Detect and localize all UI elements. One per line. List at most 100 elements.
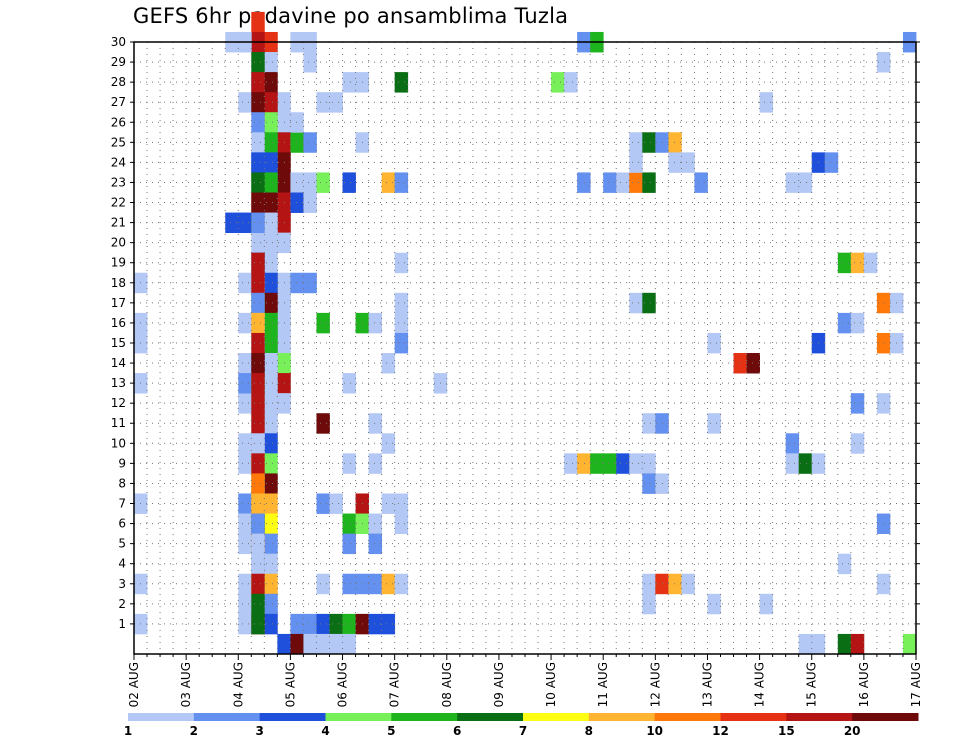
y-tick-label: 17 xyxy=(111,296,126,310)
heatmap-cell xyxy=(238,92,252,113)
heatmap-cell xyxy=(251,92,265,113)
heatmap-cell xyxy=(629,172,643,193)
heatmap-cell xyxy=(264,553,278,575)
legend-label: 15 xyxy=(778,724,795,738)
heatmap-cell xyxy=(368,613,383,635)
heatmap-cell xyxy=(264,473,278,494)
y-tick-label: 12 xyxy=(111,396,126,410)
heatmap-cell xyxy=(303,272,317,294)
legend-swatch xyxy=(588,713,656,721)
legend: 1 2 3 4 5 6 7 8 10 12 15 20 xyxy=(124,713,919,738)
heatmap-cell xyxy=(798,172,813,193)
heatmap-cell xyxy=(264,493,278,514)
legend-swatch xyxy=(193,713,261,721)
legend-swatch xyxy=(786,713,853,721)
heatmap-cell xyxy=(368,312,383,334)
heatmap-cell xyxy=(381,353,396,374)
heatmap-cell xyxy=(394,573,409,595)
heatmap-cell xyxy=(837,252,852,274)
heatmap-cell xyxy=(394,292,409,314)
heatmap-cell xyxy=(238,593,252,615)
heatmap-cell xyxy=(603,172,617,193)
heatmap-cell xyxy=(551,72,565,93)
heatmap-cell xyxy=(251,393,265,414)
y-tick-label: 28 xyxy=(111,75,126,89)
heatmap-cell xyxy=(251,192,265,213)
heatmap-cell xyxy=(251,152,265,173)
heatmap-cell xyxy=(264,573,278,595)
heatmap-cell xyxy=(251,292,265,314)
x-tick-label: 13 AUG xyxy=(700,662,714,707)
heatmap-cell xyxy=(642,132,656,153)
heatmap-cell xyxy=(290,633,304,655)
heatmap-cell xyxy=(368,453,383,474)
heatmap-cell xyxy=(251,453,265,474)
heatmap-cell xyxy=(251,332,265,354)
heatmap-cell xyxy=(290,192,304,213)
heatmap-cell xyxy=(564,72,578,93)
heatmap-cell xyxy=(798,453,813,474)
heatmap-cell xyxy=(251,493,265,514)
heatmap-cell xyxy=(837,633,852,655)
heatmap-cell xyxy=(264,232,278,254)
heatmap-cell xyxy=(264,533,278,555)
heatmap-cell xyxy=(759,92,774,113)
heatmap-cell xyxy=(251,593,265,615)
x-tick-label: 04 AUG xyxy=(231,662,245,707)
heatmap-cell xyxy=(668,573,682,595)
heatmap-cell xyxy=(342,533,356,555)
legend-swatch xyxy=(720,713,787,721)
heatmap-cell xyxy=(368,533,383,555)
heatmap-cell xyxy=(394,72,409,93)
legend-label: 4 xyxy=(321,724,329,738)
heatmap-cell xyxy=(850,312,865,334)
heatmap-cell xyxy=(368,513,383,535)
x-tick-label: 12 AUG xyxy=(648,662,662,707)
heatmap-cell xyxy=(264,132,278,153)
heatmap-cell xyxy=(251,353,265,374)
heatmap-cell xyxy=(303,172,317,193)
x-tick-label: 05 AUG xyxy=(283,662,297,707)
heatmap-cell xyxy=(238,493,252,514)
heatmap-cell xyxy=(251,212,265,234)
heatmap-cell xyxy=(342,453,356,474)
heatmap-cell xyxy=(668,152,682,173)
legend-swatch xyxy=(128,713,195,721)
y-tick-label: 2 xyxy=(118,597,126,611)
x-tick-label: 11 AUG xyxy=(596,662,610,707)
heatmap-cell xyxy=(629,453,643,474)
legend-label: 8 xyxy=(585,724,593,738)
heatmap-cell xyxy=(876,513,891,535)
heatmap-cell xyxy=(381,433,396,454)
y-tick-label: 9 xyxy=(118,456,126,470)
x-tick-label: 07 AUG xyxy=(388,662,402,707)
heatmap-cell xyxy=(290,132,304,153)
heatmap-cell xyxy=(303,192,317,213)
heatmap-cell xyxy=(759,593,774,615)
legend-label: 1 xyxy=(124,724,132,738)
heatmap-cell xyxy=(342,633,356,655)
y-tick-label: 7 xyxy=(118,497,126,511)
legend-swatch xyxy=(457,713,524,721)
heatmap-cell xyxy=(264,332,278,354)
heatmap-cell xyxy=(902,633,917,655)
heatmap-cell xyxy=(629,132,643,153)
heatmap-cell xyxy=(811,633,826,655)
legend-label: 5 xyxy=(387,724,395,738)
legend-label: 7 xyxy=(519,724,527,738)
heatmap-cell xyxy=(381,172,396,193)
heatmap-cell xyxy=(368,413,383,434)
heatmap-cell xyxy=(707,593,721,615)
heatmap-cell xyxy=(342,72,356,93)
heatmap-cell xyxy=(238,353,252,374)
x-tick-label: 10 AUG xyxy=(544,662,558,707)
heatmap-cell xyxy=(746,353,760,374)
heatmap-cell xyxy=(264,112,278,133)
heatmap-cell xyxy=(394,312,409,334)
heatmap-cell xyxy=(642,593,656,615)
x-tick-label: 08 AUG xyxy=(440,662,454,707)
heatmap-cell xyxy=(707,413,721,434)
y-tick-label: 22 xyxy=(111,196,126,210)
y-tick-label: 21 xyxy=(111,216,126,230)
